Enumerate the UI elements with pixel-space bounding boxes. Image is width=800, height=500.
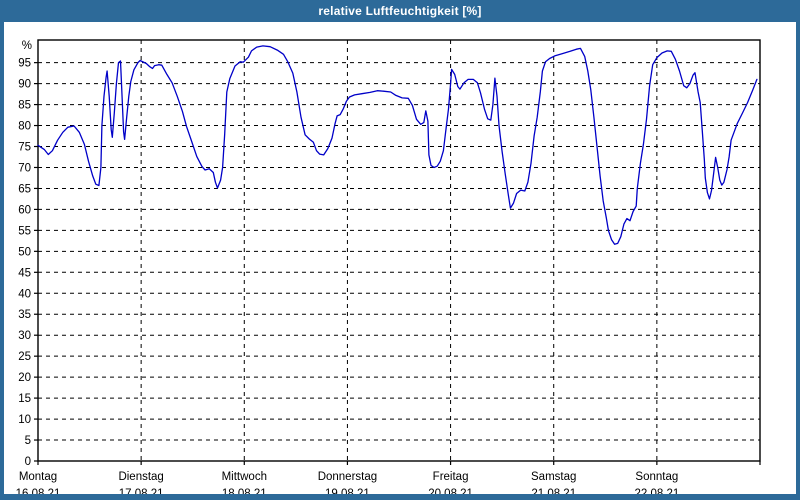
day-date-label: 22.08.21 — [634, 488, 679, 495]
y-tick-label: 90 — [18, 79, 31, 91]
y-tick-label: 30 — [18, 330, 31, 342]
y-tick-label: 10 — [18, 414, 31, 426]
y-tick-label: 35 — [18, 309, 31, 321]
y-tick-label: 5 — [25, 435, 31, 447]
day-date-label: 21.08.21 — [531, 488, 576, 495]
plot-area — [38, 40, 760, 461]
day-name-label: Sonntag — [635, 471, 678, 483]
axis-frame — [37, 39, 761, 462]
plot-content: 0 5 10 15 20 25 30 35 40 45 50 55 60 65 70 75 80 85 90 95% M… — [0, 22, 800, 495]
day-date-label: 16.08.21 — [16, 488, 61, 495]
y-tick-label: 70 — [18, 162, 31, 174]
day-name-label: Samstag — [531, 471, 576, 483]
y-tick-label: 85 — [18, 100, 31, 112]
x-gridlines — [140, 40, 658, 461]
y-axis-ticks: 0 5 10 15 20 25 30 35 40 45 50 55 60 65 70 75 80 85 90 95 — [18, 58, 38, 468]
title-bar: relative Luftfeuchtigkeit [%] — [0, 0, 800, 22]
day-date-label: 19.08.21 — [325, 488, 370, 495]
window-border-bottom — [0, 494, 800, 500]
y-tick-label: 20 — [18, 372, 31, 384]
day-date-label: 18.08.21 — [222, 488, 267, 495]
window-border-left — [0, 22, 4, 500]
y-tick-label: 55 — [18, 225, 31, 237]
x-axis-ticks — [37, 461, 761, 465]
day-name-label: Dienstag — [118, 471, 163, 483]
y-tick-label: 40 — [18, 288, 31, 300]
day-date-label: 20.08.21 — [428, 488, 473, 495]
day-name-label: Donnerstag — [318, 471, 377, 483]
y-gridlines — [38, 62, 760, 441]
window-border-right — [796, 22, 800, 500]
y-tick-label: 95 — [18, 58, 31, 70]
y-tick-label: 25 — [18, 351, 31, 363]
day-date-label: 17.08.21 — [119, 488, 164, 495]
y-tick-label: 50 — [18, 246, 31, 258]
day-name-label: Mittwoch — [222, 471, 267, 483]
humidity-chart-canvas: 0 5 10 15 20 25 30 35 40 45 50 55 60 65 70 75 80 85 90 95% M… — [16, 39, 761, 495]
chart-title: relative Luftfeuchtigkeit [%] — [318, 4, 482, 18]
y-tick-label: 0 — [25, 456, 31, 468]
y-tick-label: 65 — [18, 183, 31, 195]
y-tick-label: 75 — [18, 142, 31, 154]
x-day-labels: Montag 16.08.21 Dienstag 17.08.21 Mittwoch 18… — [16, 471, 680, 495]
y-axis-unit-label: % — [22, 40, 32, 52]
humidity-line — [37, 45, 758, 245]
y-tick-label: 45 — [18, 267, 31, 279]
day-name-label: Montag — [19, 471, 57, 483]
y-tick-label: 15 — [18, 393, 31, 405]
day-name-label: Freitag — [433, 471, 469, 483]
y-tick-label: 60 — [18, 204, 31, 216]
y-tick-label: 80 — [18, 121, 31, 133]
